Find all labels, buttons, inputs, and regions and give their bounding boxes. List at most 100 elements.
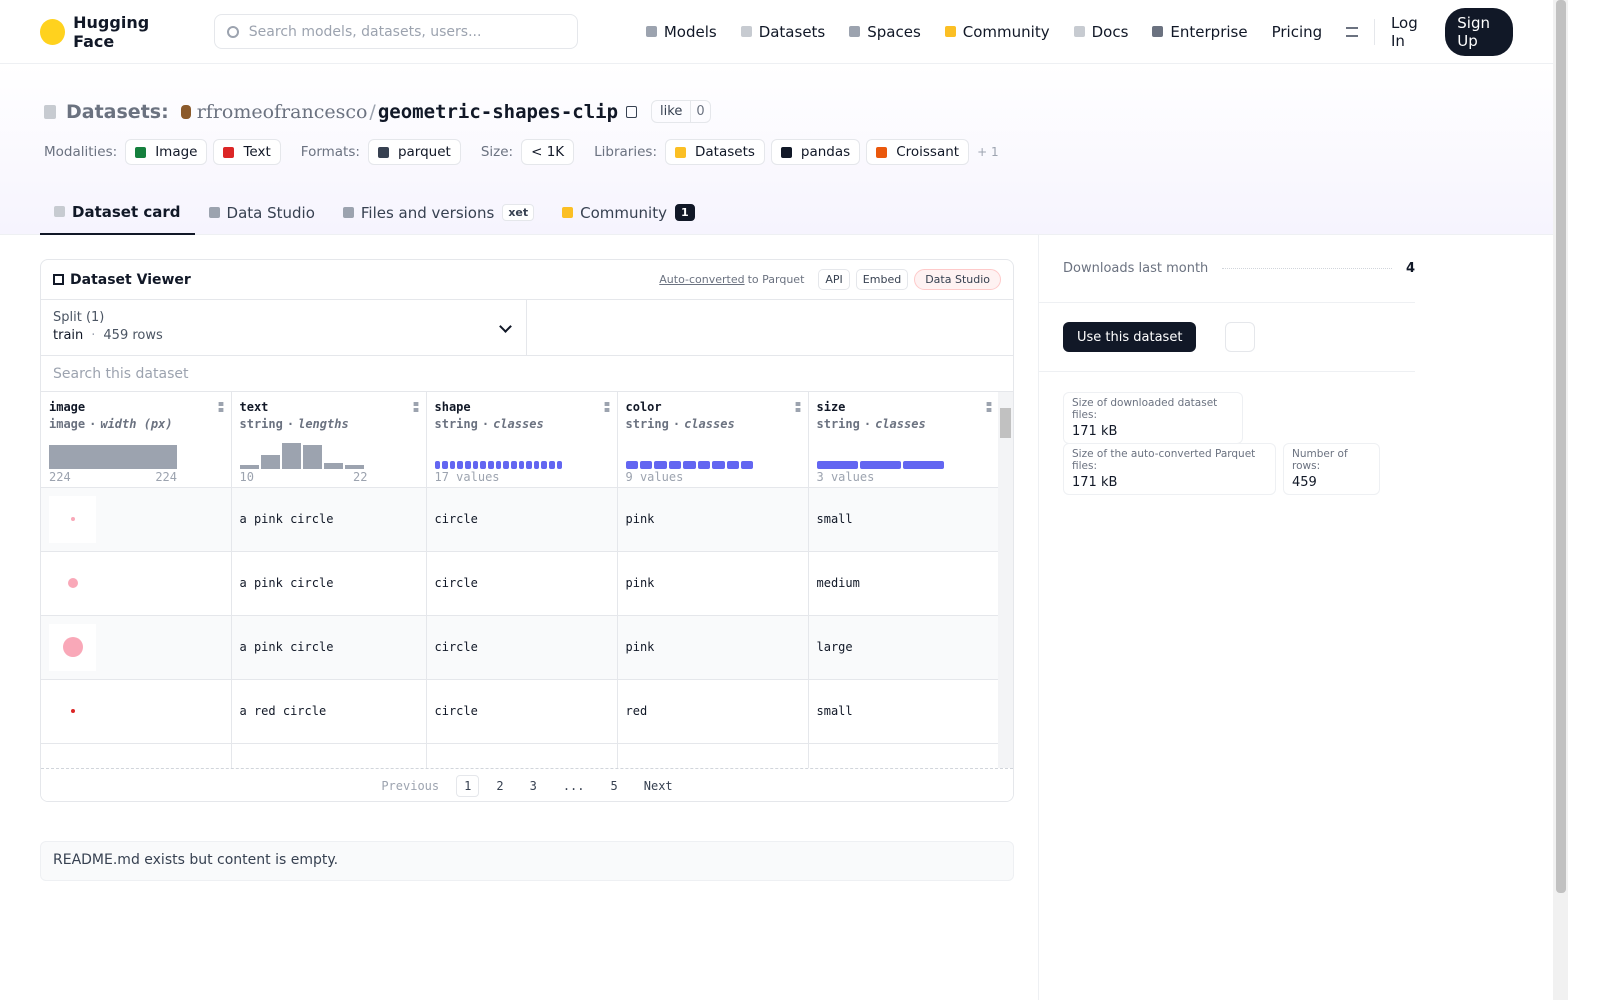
tab[interactable]: Files and versions xet — [329, 190, 548, 235]
column-range: 10 22 — [240, 470, 368, 484]
tag[interactable]: Croissant — [866, 139, 970, 165]
class-segment — [549, 460, 555, 469]
data-row[interactable]: a red circle circle red small — [41, 679, 1000, 744]
stat-kind: classes — [493, 417, 544, 431]
icon — [562, 207, 574, 218]
auto-converted[interactable]: Auto-converted — [659, 273, 745, 286]
column-header[interactable]: image image · width (px) 224 224 — [41, 392, 232, 488]
tab[interactable]: Community 1 — [548, 190, 708, 235]
column-summary — [816, 443, 945, 469]
nav-link[interactable]: Docs — [1073, 23, 1128, 41]
like-label: like — [660, 104, 683, 119]
column-header[interactable]: size string · classes 3 values — [808, 392, 1000, 488]
tag-text: Croissant — [896, 144, 960, 160]
data-row[interactable]: a pink circle circle pink large — [41, 615, 1000, 680]
icon — [645, 26, 657, 37]
stat-value: 171 kB — [1072, 424, 1118, 439]
page-scrollbar[interactable] — [1553, 0, 1568, 1000]
tag[interactable]: parquet — [367, 139, 461, 165]
readme: README.md exists but content is empty. — [40, 841, 1014, 881]
more-tags[interactable]: + 1 — [977, 145, 999, 159]
more-button[interactable] — [1225, 322, 1255, 352]
nav-link[interactable]: Spaces — [849, 23, 921, 41]
dataset-header: Datasets: rfromeofrancesco / geometric-shap… — [0, 64, 1553, 235]
scroll-thumb[interactable] — [1000, 408, 1011, 438]
class-segment — [465, 460, 471, 469]
navbar: Hugging Face Search models, datasets, use… — [0, 0, 1553, 64]
search-box[interactable]: Search models, datasets, users... — [213, 14, 578, 49]
avatar — [180, 104, 191, 119]
viewer-button[interactable]: API — [818, 269, 850, 290]
nav-link-text: Pricing — [1271, 22, 1323, 41]
icon — [1073, 26, 1085, 37]
nav-link[interactable]: Models — [645, 23, 717, 41]
split-select[interactable]: Split (1) train · 459 rows — [41, 300, 527, 355]
stat-kind: classes — [875, 417, 926, 431]
owner[interactable]: rfromeofrancesco — [196, 100, 368, 123]
class-segment — [449, 460, 456, 469]
split-value: train · 459 rows — [53, 328, 514, 343]
page[interactable]: ... — [562, 778, 585, 793]
tag[interactable]: < 1K — [521, 139, 575, 165]
next[interactable]: Next — [643, 778, 673, 793]
column-summary — [434, 443, 563, 469]
brand[interactable]: Hugging Face — [73, 12, 150, 51]
login[interactable]: Log In — [1390, 13, 1418, 50]
sort-icon — [986, 402, 991, 412]
stat-card: Number of rows: 459 — [1283, 443, 1380, 495]
signup[interactable]: Sign Up — [1445, 7, 1513, 56]
class-segment — [741, 460, 754, 469]
tag-text: parquet — [397, 144, 451, 160]
page[interactable]: 2 — [496, 778, 504, 793]
use-dataset-text: Use this dataset — [1077, 329, 1183, 345]
nav-link[interactable]: Community — [944, 23, 1050, 41]
shape — [70, 517, 75, 521]
downloads-value: 4 — [1405, 261, 1415, 276]
column-type: string · classes — [817, 417, 991, 431]
column-header[interactable]: shape string · classes 17 values — [426, 392, 618, 488]
dot: · — [481, 417, 490, 431]
copy-icon[interactable] — [626, 105, 638, 118]
scroll-thumb[interactable] — [1556, 0, 1566, 893]
stat-label: Number of rows: — [1292, 448, 1348, 472]
class-segment — [683, 460, 696, 469]
tag[interactable]: Text — [213, 139, 281, 165]
page[interactable]: 5 — [610, 778, 618, 793]
nav-link[interactable]: Datasets — [740, 23, 825, 41]
thumbnail — [49, 495, 96, 543]
tag-group-label: Libraries: — [594, 144, 657, 160]
viewer-search[interactable]: Search this dataset — [41, 356, 1013, 392]
nav-link[interactable]: Pricing — [1272, 23, 1323, 41]
rows-count: 459 rows — [103, 328, 163, 343]
page[interactable]: 1 — [456, 774, 480, 797]
nav-link-text: Spaces — [867, 22, 921, 41]
column-name: text — [239, 400, 269, 414]
logo — [40, 18, 66, 45]
data-row[interactable]: a pink circle circle pink medium — [41, 551, 1000, 616]
tab[interactable]: Dataset card — [40, 190, 195, 235]
viewer-header: Dataset Viewer Auto-converted to Parquet AP… — [41, 260, 1013, 300]
menu-icon[interactable] — [1346, 26, 1359, 37]
tag[interactable]: pandas — [770, 139, 861, 165]
table-scrollbar[interactable] — [998, 392, 1013, 768]
like-button[interactable]: like 0 — [651, 100, 711, 123]
viewer-button[interactable]: Embed — [855, 269, 909, 290]
nav-link[interactable]: Enterprise — [1152, 23, 1248, 41]
page[interactable]: 3 — [529, 778, 537, 793]
min: 10 — [239, 469, 254, 484]
viewer-button[interactable]: Data Studio — [914, 269, 1001, 290]
tab[interactable]: Data Studio — [195, 190, 329, 235]
previous: Previous — [381, 778, 440, 793]
data-row[interactable]: a pink circle circle pink small — [41, 487, 1000, 552]
column-header[interactable]: text string · lengths 10 22 — [231, 392, 427, 488]
tag[interactable]: Image — [125, 139, 208, 165]
tag-text: Image — [155, 144, 198, 160]
max: 224 — [155, 469, 177, 484]
tag[interactable]: Datasets — [665, 139, 765, 165]
use-dataset[interactable]: Use this dataset — [1063, 322, 1197, 352]
tag-row: Modalities: Image Text Formats: parquet Size:… — [44, 139, 999, 165]
shape — [67, 578, 78, 588]
class-segment — [541, 460, 548, 469]
column-header[interactable]: color string · classes 9 values — [617, 392, 809, 488]
cell: circle — [426, 487, 618, 552]
